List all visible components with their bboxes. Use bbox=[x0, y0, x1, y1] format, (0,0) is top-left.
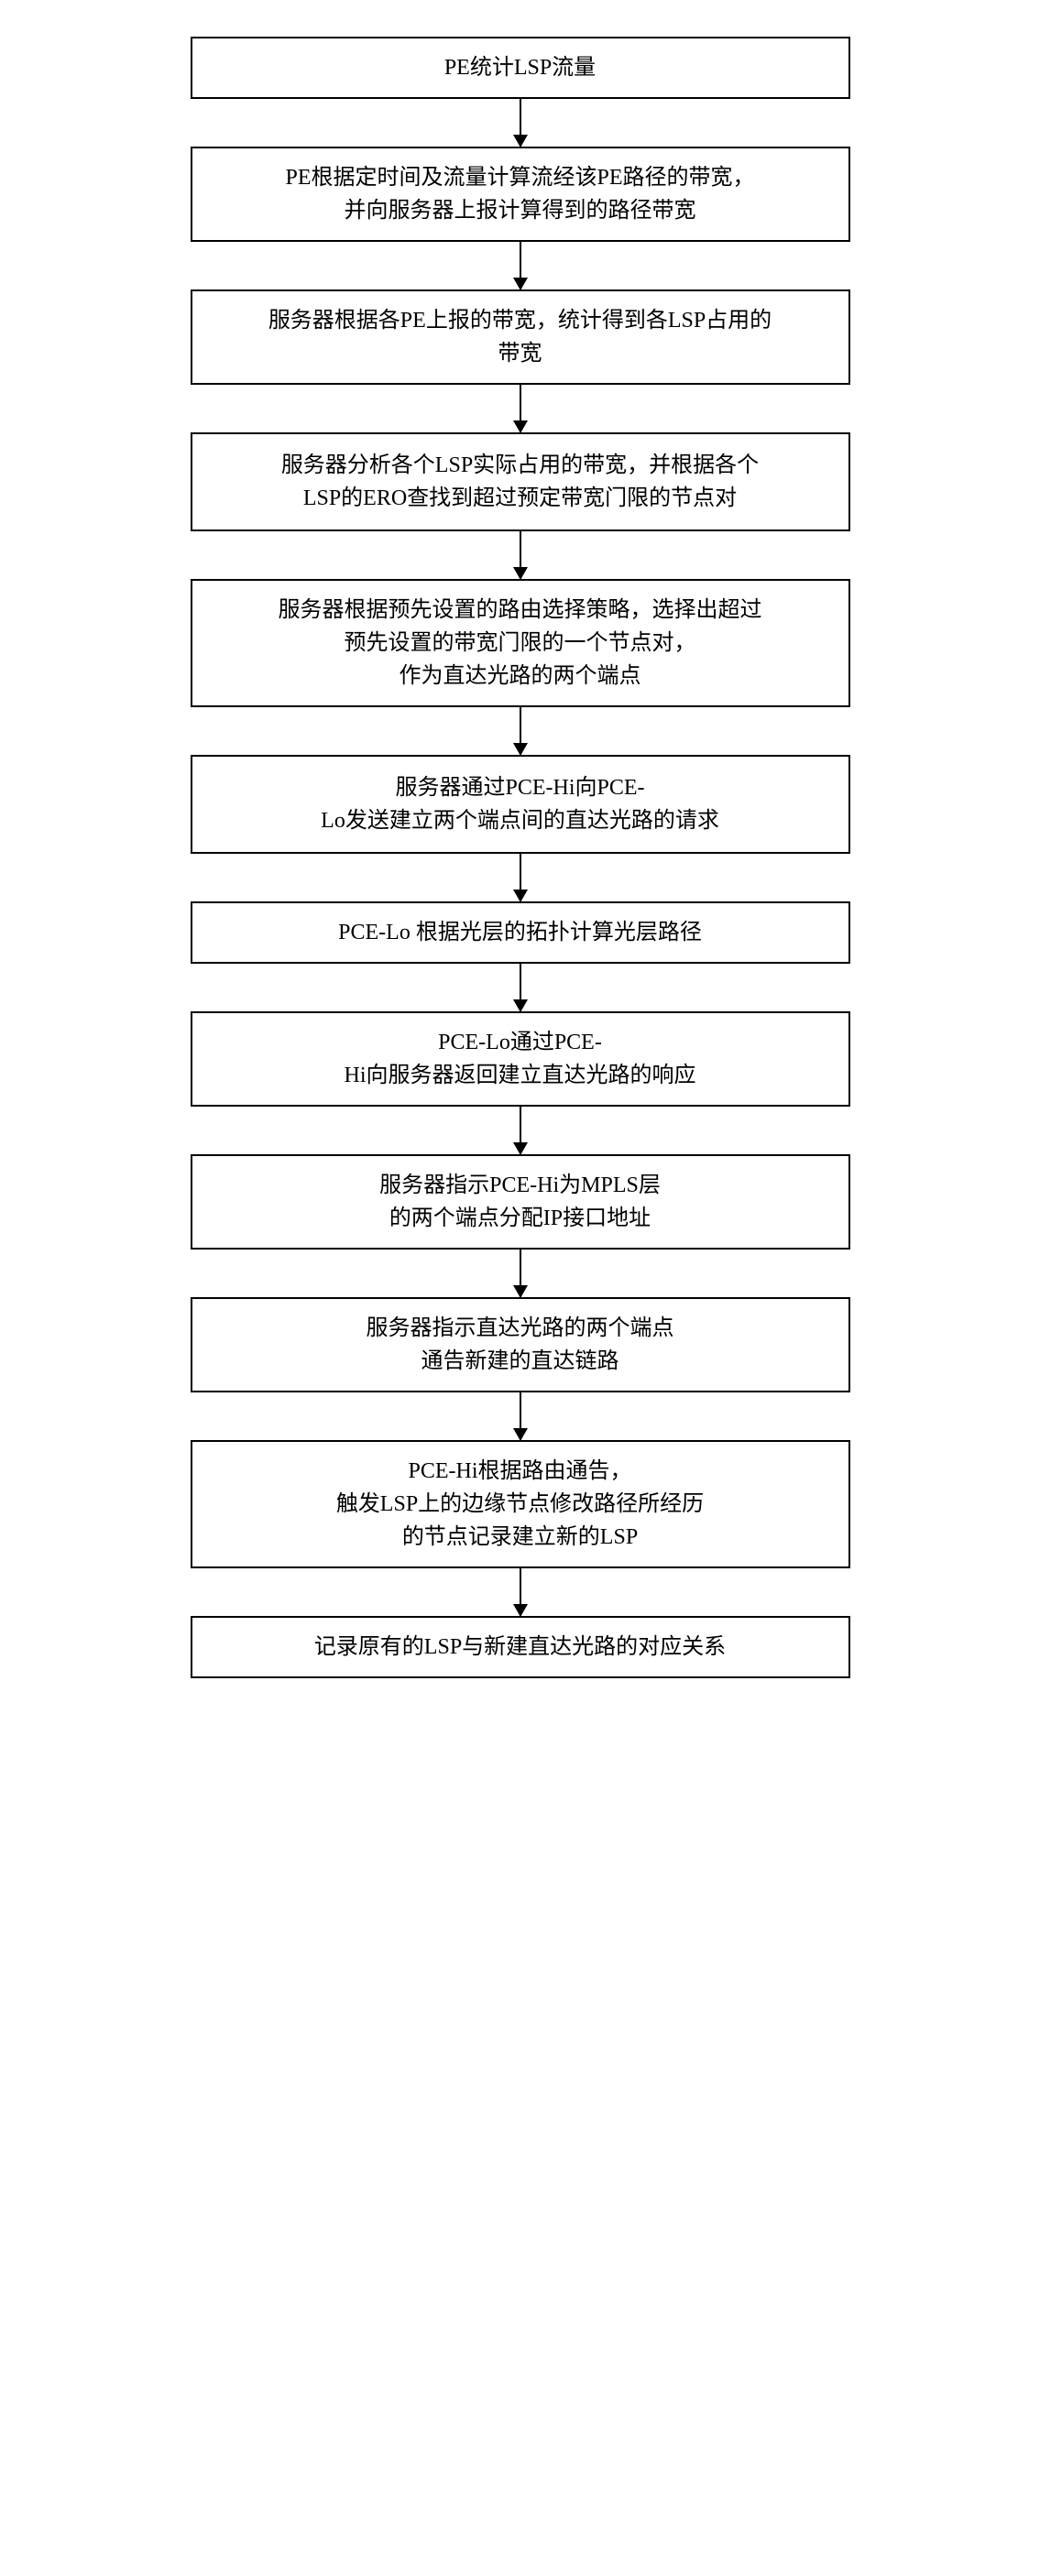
flowchart-box: 服务器指示PCE-Hi为MPLS层的两个端点分配IP接口地址 bbox=[191, 1154, 850, 1250]
step-wrapper-301: PE统计LSP流量 bbox=[191, 37, 850, 147]
flowchart-box: PCE-Lo通过PCE-Hi向服务器返回建立直达光路的响应 bbox=[191, 1011, 850, 1107]
step-wrapper-307: PCE-Lo 根据光层的拓扑计算光层路径 bbox=[191, 901, 850, 1011]
flowchart-arrow bbox=[520, 242, 521, 289]
flowchart-arrow bbox=[520, 385, 521, 432]
step-wrapper-309: 服务器指示PCE-Hi为MPLS层的两个端点分配IP接口地址 bbox=[191, 1154, 850, 1297]
flowchart-arrow bbox=[520, 854, 521, 901]
flowchart-box: PCE-Lo 根据光层的拓扑计算光层路径 bbox=[191, 901, 850, 964]
step-wrapper-304: 服务器分析各个LSP实际占用的带宽，并根据各个LSP的ERO查找到超过预定带宽门… bbox=[191, 432, 850, 579]
flowchart-arrow bbox=[520, 1250, 521, 1297]
flowchart-arrow bbox=[520, 964, 521, 1011]
flowchart-box: 服务器分析各个LSP实际占用的带宽，并根据各个LSP的ERO查找到超过预定带宽门… bbox=[191, 432, 850, 531]
flowchart-box: 记录原有的LSP与新建直达光路的对应关系 bbox=[191, 1616, 850, 1678]
flowchart-box: 服务器通过PCE-Hi向PCE-Lo发送建立两个端点间的直达光路的请求 bbox=[191, 755, 850, 854]
flowchart-arrow bbox=[520, 99, 521, 147]
step-wrapper-306: 服务器通过PCE-Hi向PCE-Lo发送建立两个端点间的直达光路的请求 bbox=[191, 755, 850, 901]
flowchart-box: PCE-Hi根据路由通告，触发LSP上的边缘节点修改路径所经历的节点记录建立新的… bbox=[191, 1440, 850, 1568]
step-wrapper-303: 服务器根据各PE上报的带宽，统计得到各LSP占用的带宽 bbox=[191, 289, 850, 432]
step-wrapper-310: 服务器指示直达光路的两个端点通告新建的直达链路 bbox=[191, 1297, 850, 1440]
flowchart-arrow bbox=[520, 707, 521, 755]
flowchart-box: PE统计LSP流量 bbox=[191, 37, 850, 99]
step-wrapper-302: PE根据定时间及流量计算流经该PE路径的带宽，并向服务器上报计算得到的路径带宽 bbox=[191, 147, 850, 289]
step-wrapper-305: 服务器根据预先设置的路由选择策略，选择出超过预先设置的带宽门限的一个节点对，作为… bbox=[191, 579, 850, 755]
step-wrapper-312: 记录原有的LSP与新建直达光路的对应关系 bbox=[191, 1616, 850, 1678]
flowchart-box: PE根据定时间及流量计算流经该PE路径的带宽，并向服务器上报计算得到的路径带宽 bbox=[191, 147, 850, 242]
step-wrapper-308: PCE-Lo通过PCE-Hi向服务器返回建立直达光路的响应 bbox=[191, 1011, 850, 1154]
flowchart-box: 服务器指示直达光路的两个端点通告新建的直达链路 bbox=[191, 1297, 850, 1392]
flowchart-arrow bbox=[520, 531, 521, 579]
flowchart-arrow bbox=[520, 1568, 521, 1616]
flowchart-arrow bbox=[520, 1107, 521, 1154]
flowchart-box: 服务器根据各PE上报的带宽，统计得到各LSP占用的带宽 bbox=[191, 289, 850, 385]
flowchart-box: 服务器根据预先设置的路由选择策略，选择出超过预先设置的带宽门限的一个节点对，作为… bbox=[191, 579, 850, 707]
flowchart-container: PE统计LSP流量 PE根据定时间及流量计算流经该PE路径的带宽，并向服务器上报计… bbox=[191, 37, 850, 1678]
step-wrapper-311: PCE-Hi根据路由通告，触发LSP上的边缘节点修改路径所经历的节点记录建立新的… bbox=[191, 1440, 850, 1616]
flowchart-arrow bbox=[520, 1392, 521, 1440]
